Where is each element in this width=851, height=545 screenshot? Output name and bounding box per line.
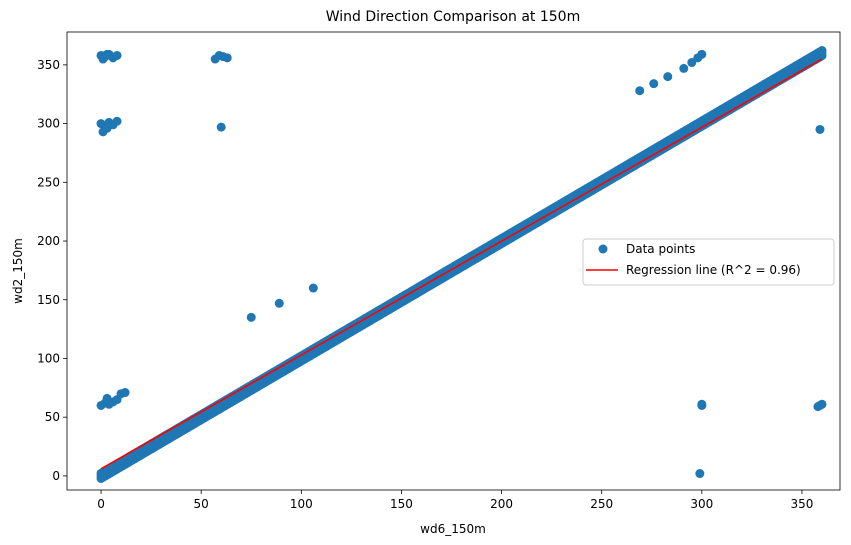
data-point-outlier bbox=[817, 399, 827, 409]
plot-area-frame bbox=[66, 31, 841, 491]
y-axis-label: wd2_150m bbox=[11, 238, 25, 304]
x-tick-label: 250 bbox=[590, 497, 613, 511]
y-tick-label: 0 bbox=[52, 469, 60, 483]
data-point-outlier bbox=[246, 312, 256, 322]
y-tick-label: 350 bbox=[37, 58, 60, 72]
data-point-outlier bbox=[308, 283, 318, 293]
data-point-outlier bbox=[649, 79, 659, 89]
data-point-outlier bbox=[697, 49, 707, 59]
y-tick-label: 200 bbox=[37, 234, 60, 248]
legend-label-line: Regression line (R^2 = 0.96) bbox=[626, 263, 801, 277]
data-point-outlier bbox=[216, 122, 226, 132]
regression-line-layer bbox=[100, 58, 823, 470]
x-axis-label: wd6_150m bbox=[420, 522, 486, 536]
legend: Data points Regression line (R^2 = 0.96) bbox=[582, 238, 835, 286]
x-tick-label: 150 bbox=[390, 497, 413, 511]
legend-box bbox=[582, 238, 835, 286]
y-tick-label: 50 bbox=[45, 410, 60, 424]
y-tick-label: 100 bbox=[37, 351, 60, 365]
legend-label-points: Data points bbox=[626, 242, 695, 256]
data-point-outlier bbox=[102, 123, 112, 133]
data-point-outlier bbox=[102, 393, 112, 403]
y-axis-ticks: 0 50 100 150 200 250 300 350 bbox=[37, 58, 67, 483]
data-point-outlier bbox=[102, 49, 112, 59]
x-tick-label: 200 bbox=[490, 497, 513, 511]
data-point bbox=[817, 46, 827, 56]
y-tick-label: 300 bbox=[37, 117, 60, 131]
data-point-outlier bbox=[663, 72, 673, 82]
x-axis-ticks: 0 50 100 150 200 250 300 350 bbox=[97, 490, 813, 511]
legend-marker-points bbox=[598, 244, 608, 254]
x-tick-label: 0 bbox=[97, 497, 105, 511]
data-point-outlier bbox=[274, 298, 284, 308]
data-points-layer bbox=[96, 46, 827, 483]
x-tick-label: 100 bbox=[290, 497, 313, 511]
data-point-outlier bbox=[679, 63, 689, 73]
data-point-outlier bbox=[112, 116, 122, 126]
data-point-outlier bbox=[815, 124, 825, 134]
data-point-outlier bbox=[697, 399, 707, 409]
x-tick-label: 50 bbox=[194, 497, 209, 511]
y-tick-label: 150 bbox=[37, 293, 60, 307]
data-point-outlier bbox=[635, 86, 645, 96]
chart-title: Wind Direction Comparison at 150m bbox=[326, 9, 580, 25]
x-tick-label: 300 bbox=[690, 497, 713, 511]
data-point-outlier bbox=[120, 388, 130, 398]
regression-line bbox=[100, 58, 823, 470]
y-tick-label: 250 bbox=[37, 175, 60, 189]
data-point-outlier bbox=[112, 50, 122, 60]
data-point-outlier bbox=[222, 53, 232, 63]
x-tick-label: 350 bbox=[790, 497, 813, 511]
data-point-outlier bbox=[695, 469, 705, 479]
